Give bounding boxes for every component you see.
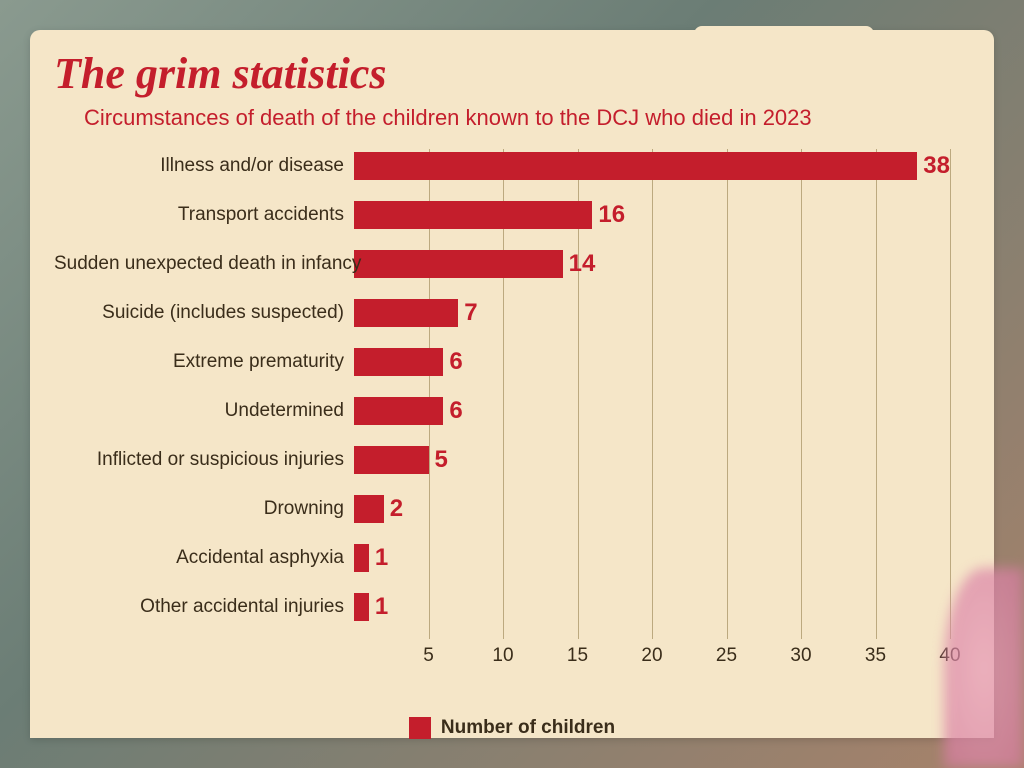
bar-value-label: 1: [375, 544, 388, 572]
bar-row: Other accidental injuries1: [354, 590, 950, 624]
bar-value-label: 7: [464, 299, 477, 327]
bar-row: Suicide (includes suspected)7: [354, 296, 950, 330]
bar-value-label: 5: [435, 446, 448, 474]
bar: [354, 544, 369, 572]
bar-value-label: 14: [569, 250, 596, 278]
bar: [354, 152, 917, 180]
bar-category-label: Sudden unexpected death in infancy: [54, 253, 354, 275]
bar: [354, 348, 443, 376]
bar-row: Sudden unexpected death in infancy14: [354, 247, 950, 281]
bar-row: Undetermined6: [354, 394, 950, 428]
bar-value-label: 6: [449, 397, 462, 425]
chart-plot: 510152025303540Illness and/or disease38T…: [354, 149, 950, 639]
bar-category-label: Illness and/or disease: [54, 155, 354, 177]
bar-category-label: Other accidental injuries: [54, 596, 354, 618]
bar: [354, 593, 369, 621]
bar-row: Drowning2: [354, 492, 950, 526]
decorative-accent: [944, 568, 1024, 768]
bar-row: Extreme prematurity6: [354, 345, 950, 379]
chart-area: 510152025303540Illness and/or disease38T…: [54, 149, 970, 669]
x-axis-tick: 20: [641, 645, 662, 667]
bar: [354, 250, 563, 278]
bar-category-label: Transport accidents: [54, 204, 354, 226]
bar-value-label: 16: [598, 201, 625, 229]
bar-category-label: Suicide (includes suspected): [54, 302, 354, 324]
bar-category-label: Accidental asphyxia: [54, 547, 354, 569]
chart-legend: Number of children: [54, 717, 970, 739]
bar-category-label: Extreme prematurity: [54, 351, 354, 373]
x-axis-tick: 25: [716, 645, 737, 667]
bar-row: Inflicted or suspicious injuries5: [354, 443, 950, 477]
bar-value-label: 2: [390, 495, 403, 523]
bar-row: Transport accidents16: [354, 198, 950, 232]
bar-category-label: Inflicted or suspicious injuries: [54, 449, 354, 471]
bar-row: Illness and/or disease38: [354, 149, 950, 183]
gridline: [950, 149, 951, 639]
x-axis-tick: 15: [567, 645, 588, 667]
bar-value-label: 38: [923, 152, 950, 180]
folder-tab-notch: [694, 26, 874, 44]
bar: [354, 299, 458, 327]
bar-value-label: 1: [375, 593, 388, 621]
chart-title: The grim statistics: [54, 48, 970, 99]
bar: [354, 201, 592, 229]
x-axis-tick: 10: [492, 645, 513, 667]
bar-value-label: 6: [449, 348, 462, 376]
bar: [354, 495, 384, 523]
chart-subtitle: Circumstances of death of the children k…: [54, 105, 970, 131]
bar-category-label: Undetermined: [54, 400, 354, 422]
bar: [354, 397, 443, 425]
legend-swatch: [409, 717, 431, 739]
x-axis-tick: 35: [865, 645, 886, 667]
legend-label: Number of children: [441, 717, 615, 739]
x-axis-tick: 30: [790, 645, 811, 667]
chart-card: The grim statistics Circumstances of dea…: [30, 30, 994, 738]
bar-category-label: Drowning: [54, 498, 354, 520]
bar: [354, 446, 429, 474]
bar-row: Accidental asphyxia1: [354, 541, 950, 575]
x-axis-tick: 5: [423, 645, 434, 667]
